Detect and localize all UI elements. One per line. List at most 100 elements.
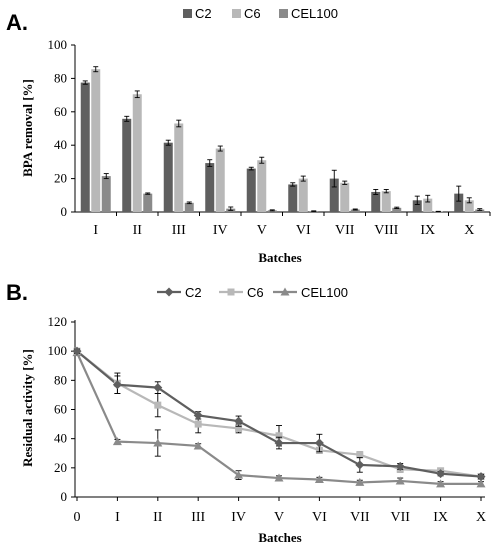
panel-b-point [436,469,446,479]
panel-a-bar [174,123,184,212]
panel-b-series-line [76,350,482,478]
panel-a-ytick-label: 80 [54,70,67,85]
panel-b-xtick-label: VI [312,510,327,525]
panel-a-bar [246,168,256,212]
panel-a-bar [215,148,225,212]
panel-a-legend-label: C6 [244,6,261,21]
panel-b-point [476,472,486,482]
panel-b-point [395,476,405,485]
panel-b-legend-marker [164,287,174,297]
panel-a-ytick-label: 20 [54,171,67,186]
panel-a-bar [412,200,422,212]
panel-b-point [436,479,446,488]
panel-b-ytick-label: 120 [48,314,68,329]
panel-a-xtick-label: III [172,223,186,238]
panel-a-xtick-label: X [464,223,474,238]
panel-a-legend-swatch [183,9,192,18]
panel-a-bar [205,163,215,212]
panel-a-xtick-label: I [93,223,98,238]
panel-a-bar [329,178,339,212]
panel-b-point [395,461,405,471]
panel-a-bar [392,207,402,212]
panel-b-ytick-label: 80 [54,372,67,387]
panel-b-point [153,383,163,393]
panel-b-point [234,416,244,426]
panel-a-ytick-label: 40 [54,137,67,152]
panel-a-xtick-label: V [257,223,267,238]
panel-b-legend-label: C2 [185,285,202,300]
panel-a-xtick-label: VI [296,223,311,238]
panel-b-ytick-label: 40 [54,431,67,446]
panel-b-point [314,475,324,483]
panel-b-xtick-label: I [115,510,120,525]
panel-b-xtick-label: 0 [74,510,81,525]
panel-b-legend-marker [280,287,290,296]
panel-a-bar [132,94,142,212]
panel-b-xtick-label: III [191,510,205,525]
panel-b-ylabel: Residual activity [%] [20,349,35,467]
panel-a-bar [163,142,173,212]
panel-b-point [194,420,202,428]
panel-b-point [112,437,122,446]
panel-a-legend-label: C2 [195,6,212,21]
panel-a-bar [80,82,90,212]
panel-a-xtick-label: II [133,223,143,238]
panel-b-xlabel: Batches [258,530,301,545]
panel-a-bar [122,118,132,212]
panel-a-bar [184,202,194,212]
panel-a-bar [143,193,153,212]
panel-a-bar [371,191,381,212]
panel-b-xtick-label: IV [231,510,246,525]
panel-b-xtick-label: VII [350,510,370,525]
panel-b-point [275,432,283,440]
panel-b-point [193,441,203,450]
panel-a-legend: C2 C6 CEL100 [183,6,338,21]
panel-a-legend-swatch [232,9,241,18]
panel-b-ytick-label: 60 [54,402,67,417]
panel-b-point [355,460,365,470]
panel-b-ytick-label: 20 [54,460,67,475]
panel-a-bar [464,200,474,212]
panel-b-xtick-label: X [476,510,486,525]
panel-b-point [153,438,163,447]
panel-b-point [234,470,244,479]
panel-b-point [274,438,284,448]
panel-a-label: A. [6,10,28,35]
panel-a-bar [257,160,267,212]
panel-b-legend-marker [227,288,235,296]
panel-b-label: B. [6,280,28,305]
panel-b-ytick-label: 100 [48,343,68,358]
panel-b-legend-label: C6 [247,285,264,300]
panel-b-xtick-label: II [153,510,163,525]
panel-a-bar [340,182,350,212]
panel-b-point [274,473,284,482]
panel-b-xtick-label: VII [390,510,410,525]
panel-a-ylabel: BPA removal [%] [20,79,35,177]
panel-a-bar [423,198,433,212]
panel-a-bar [350,209,360,212]
panel-a-xtick-label: VIII [374,223,398,238]
panel-a-legend-swatch [279,9,288,18]
panel-a-legend-label: CEL100 [291,6,338,21]
panel-a-bar [101,176,111,212]
panel-b-point [476,479,486,488]
panel-b-point [235,424,243,432]
panel-b-legend-label: CEL100 [301,285,348,300]
panel-b-point [154,401,162,409]
panel-a-bar [381,191,391,212]
panel-a: A. C2 C6 CEL100 BPA removal [%] Batches 0 2… [6,6,491,265]
panel-b-xtick-label: V [274,510,284,525]
panel-b-point [193,410,203,420]
panel-b-legend: C2 C6 CEL100 [157,285,348,300]
panel-b: B. C2 C6 CEL100 Residual activity [%] Batc… [6,280,486,545]
panel-b-ytick-label: 0 [61,489,68,504]
panel-a-bar [288,184,298,212]
panel-a-bar [91,69,101,212]
panel-a-xtick-label: VII [335,223,355,238]
panel-a-ytick-label: 60 [54,104,67,119]
panel-a-xtick-label: IX [420,223,435,238]
panel-b-point [112,380,122,390]
